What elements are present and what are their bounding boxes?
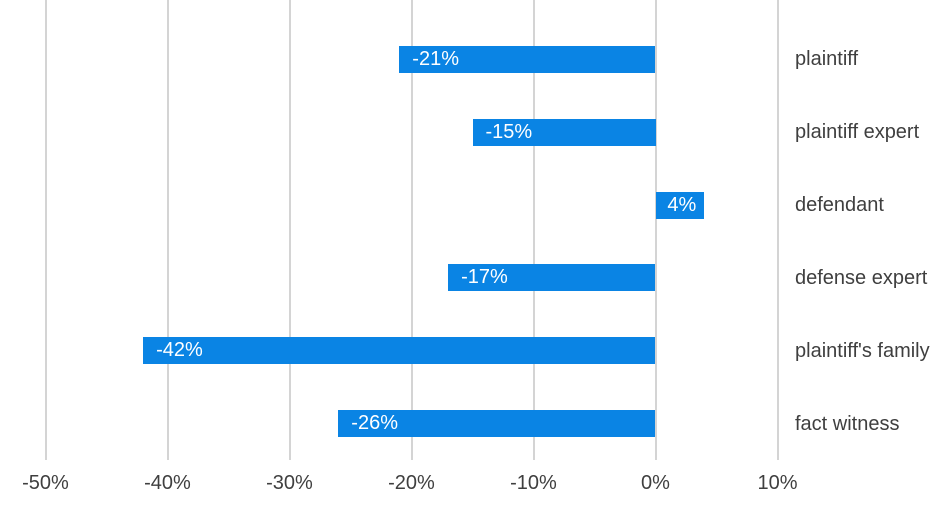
gridline (776, 0, 779, 460)
gridline (166, 0, 169, 460)
bar-defense-expert[interactable]: -17% (448, 264, 656, 292)
gridline (44, 0, 47, 460)
category-label: plaintiff expert (795, 121, 920, 144)
gridline (410, 0, 413, 460)
gridline (288, 0, 291, 460)
x-axis-tick-label: -30% (266, 472, 313, 494)
bar-value-label: -15% (485, 120, 533, 143)
x-axis-tick-label: 10% (757, 472, 798, 494)
x-axis-tick-label: -20% (388, 472, 435, 494)
bar-plaintiff-expert[interactable]: -15% (472, 118, 656, 146)
gridline (532, 0, 535, 460)
bar-value-label: -42% (156, 339, 203, 362)
x-axis-tick-label: -50% (22, 472, 69, 494)
x-axis-tick-label: -10% (510, 472, 557, 494)
bar-value-label: -21% (412, 47, 459, 70)
bar-plaintiff-s-family[interactable]: -42% (143, 337, 656, 365)
bar-value-label: -26% (351, 412, 398, 435)
bar-defendant[interactable]: 4% (655, 191, 705, 219)
bar-plaintiff[interactable]: -21% (399, 45, 656, 73)
x-axis-tick-label: -40% (144, 472, 191, 494)
category-label: plaintiff (795, 48, 859, 71)
category-label: fact witness (795, 412, 900, 435)
x-axis-tick-label: 0% (641, 472, 670, 494)
bar-value-label: -17% (461, 266, 508, 289)
bar-value-label: 4% (667, 193, 697, 216)
category-label: defense expert (795, 266, 928, 289)
bar-fact-witness[interactable]: -26% (338, 410, 656, 438)
category-label: plaintiff's family (795, 339, 930, 362)
gridline (654, 0, 657, 460)
category-label: defendant (795, 194, 884, 217)
